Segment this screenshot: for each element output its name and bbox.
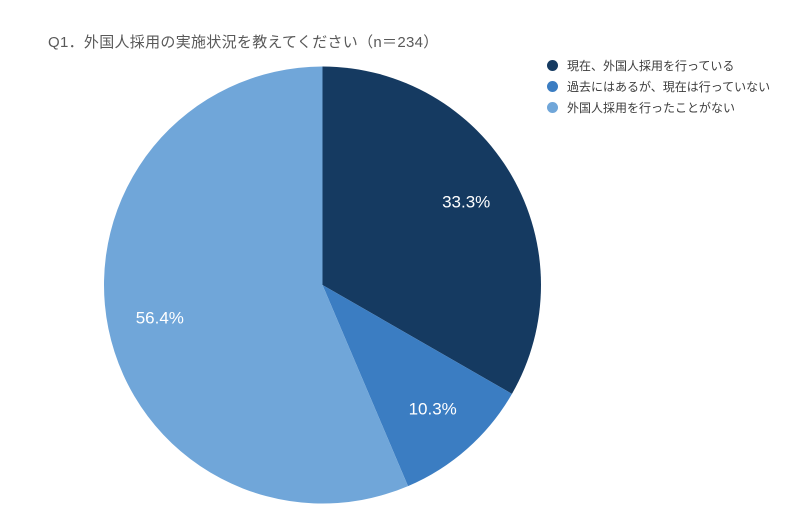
legend-item: 現在、外国人採用を行っている: [547, 55, 770, 76]
legend-swatch-icon: [547, 60, 558, 71]
legend-label: 現在、外国人採用を行っている: [567, 59, 735, 73]
pie-slice-0: [322, 66, 541, 394]
pie-slice-percentage-label-0: 33.3%: [442, 192, 490, 211]
legend-label: 過去にはあるが、現在は行っていない: [567, 80, 771, 94]
pie-slice-1: [322, 285, 512, 487]
legend-item: 過去にはあるが、現在は行っていない: [547, 76, 770, 97]
legend-swatch-icon: [547, 81, 558, 92]
chart-legend: 現在、外国人採用を行っている 過去にはあるが、現在は行っていない 外国人採用を行…: [547, 55, 770, 118]
legend-item: 外国人採用を行ったことがない: [547, 97, 770, 118]
pie-slice-percentage-label-1: 10.3%: [409, 400, 457, 419]
chart-title: Q1．外国人採用の実施状況を教えてください（n＝234）: [48, 34, 439, 51]
legend-swatch-icon: [547, 102, 558, 113]
legend-label: 外国人採用を行ったことがない: [567, 101, 736, 115]
pie-slice-2: [104, 66, 409, 504]
pie-slice-percentage-label-2: 56.4%: [136, 309, 184, 328]
